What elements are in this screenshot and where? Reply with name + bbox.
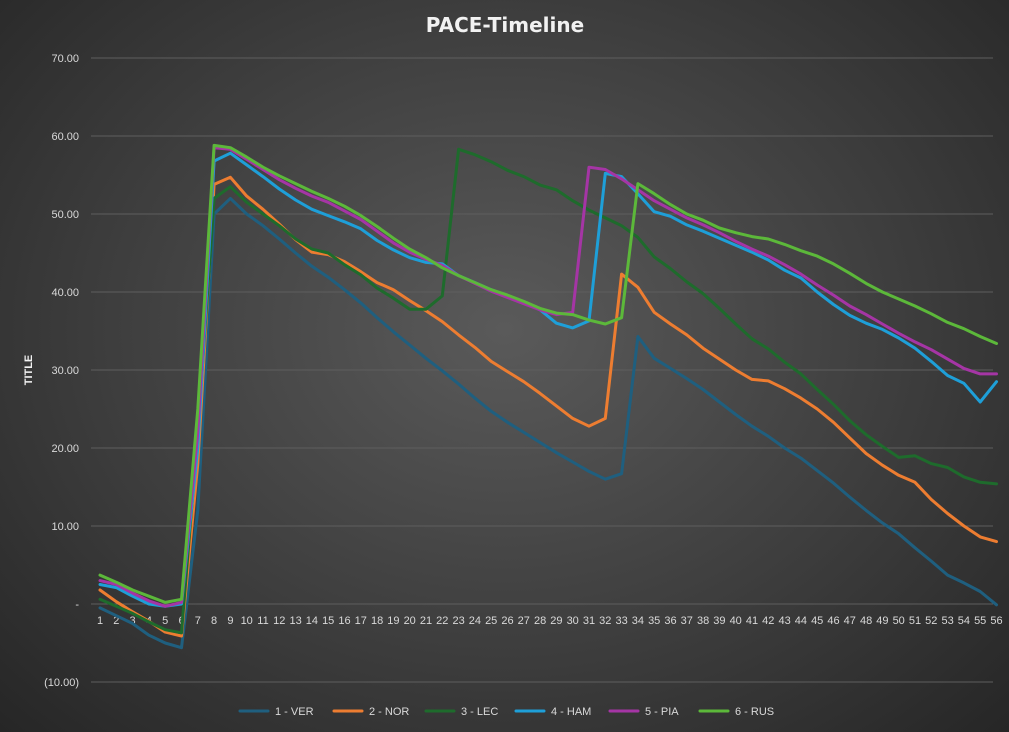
- x-tick-label: 55: [974, 615, 986, 627]
- series-line: [98, 146, 998, 608]
- x-tick-label: 54: [958, 615, 970, 627]
- x-tick-label: 39: [713, 615, 725, 627]
- x-tick-label: 32: [599, 615, 611, 627]
- legend: 1 - VER 2 - NOR 3 - LEC 4 - HAM 5 - PIA 6 - R…: [238, 706, 774, 718]
- legend-label: 6 - RUS: [735, 706, 774, 718]
- y-tick-label: 60.00: [51, 131, 79, 143]
- gridlines: [91, 57, 993, 683]
- x-tick-label: 16: [338, 615, 350, 627]
- x-tick-label: 21: [420, 615, 432, 627]
- x-tick-label: 44: [795, 615, 807, 627]
- x-tick-label: 35: [648, 615, 660, 627]
- series-line: [98, 196, 998, 650]
- x-tick-label: 51: [909, 615, 921, 627]
- y-tick-label: 50.00: [51, 209, 79, 221]
- y-tick-label: (10.00): [44, 677, 79, 689]
- x-tick-label: 31: [583, 615, 595, 627]
- series-line: [98, 143, 998, 604]
- x-tick-label: 47: [844, 615, 856, 627]
- legend-label: 1 - VER: [275, 706, 314, 718]
- x-tick-label: 26: [501, 615, 513, 627]
- x-tick-label: 12: [273, 615, 285, 627]
- x-tick-label: 42: [762, 615, 774, 627]
- x-tick-label: 15: [322, 615, 334, 627]
- y-tick-label: 70.00: [51, 53, 79, 65]
- y-tick-label: -: [75, 599, 79, 611]
- x-tick-label: 29: [550, 615, 562, 627]
- x-tick-label: 36: [664, 615, 676, 627]
- x-tick-label: 45: [811, 615, 823, 627]
- series-line: [98, 147, 998, 635]
- x-tick-label: 25: [485, 615, 497, 627]
- x-tick-label: 14: [306, 615, 318, 627]
- x-tick-label: 46: [827, 615, 839, 627]
- x-tick-label: 33: [615, 615, 627, 627]
- legend-label: 3 - LEC: [461, 706, 498, 718]
- x-tick-label: 49: [876, 615, 888, 627]
- x-tick-label: 11: [257, 615, 268, 627]
- series-line: [98, 151, 998, 608]
- x-tick-label: 2: [113, 615, 119, 627]
- y-tick-label: 20.00: [51, 443, 79, 455]
- x-tick-label: 8: [211, 615, 217, 627]
- y-axis-ticks: 70.00 60.00 50.00 40.00 30.00 20.00 10.00 - (10.…: [44, 53, 79, 689]
- x-tick-label: 27: [518, 615, 530, 627]
- x-tick-label: 20: [404, 615, 416, 627]
- x-tick-label: 1: [97, 615, 103, 627]
- x-tick-label: 28: [534, 615, 546, 627]
- legend-label: 2 - NOR: [369, 706, 409, 718]
- x-tick-label: 22: [436, 615, 448, 627]
- y-tick-label: 10.00: [51, 521, 79, 533]
- y-tick-label: 40.00: [51, 287, 79, 299]
- x-tick-label: 13: [289, 615, 301, 627]
- legend-label: 4 - HAM: [551, 706, 591, 718]
- series-lines: [98, 143, 998, 650]
- x-tick-label: 40: [730, 615, 742, 627]
- x-tick-label: 19: [387, 615, 399, 627]
- x-tick-label: 53: [941, 615, 953, 627]
- x-tick-label: 23: [452, 615, 464, 627]
- chart-title: PACE-Timeline: [426, 13, 584, 37]
- x-tick-label: 9: [227, 615, 233, 627]
- x-tick-label: 7: [195, 615, 201, 627]
- legend-label: 5 - PIA: [645, 706, 679, 718]
- x-tick-label: 43: [778, 615, 790, 627]
- x-tick-label: 24: [469, 615, 481, 627]
- x-tick-label: 30: [567, 615, 579, 627]
- x-tick-label: 10: [241, 615, 253, 627]
- x-tick-label: 50: [893, 615, 905, 627]
- x-tick-label: 17: [355, 615, 367, 627]
- x-tick-label: 52: [925, 615, 937, 627]
- x-tick-label: 3: [130, 615, 136, 627]
- x-tick-label: 56: [990, 615, 1002, 627]
- x-tick-label: 38: [697, 615, 709, 627]
- x-tick-label: 5: [162, 615, 168, 627]
- y-axis-label: TITLE: [23, 355, 35, 386]
- x-tick-label: 37: [681, 615, 693, 627]
- x-tick-label: 18: [371, 615, 383, 627]
- x-tick-label: 34: [632, 615, 644, 627]
- x-axis-ticks: 1 2 3 4 5 6 7 8 9 10 11 12 13 14 15 16 17 18 19 20 21 22 23 24 2…: [97, 615, 1003, 627]
- x-tick-label: 41: [746, 615, 758, 627]
- x-tick-label: 48: [860, 615, 872, 627]
- series-line: [98, 175, 998, 638]
- y-tick-label: 30.00: [51, 365, 79, 377]
